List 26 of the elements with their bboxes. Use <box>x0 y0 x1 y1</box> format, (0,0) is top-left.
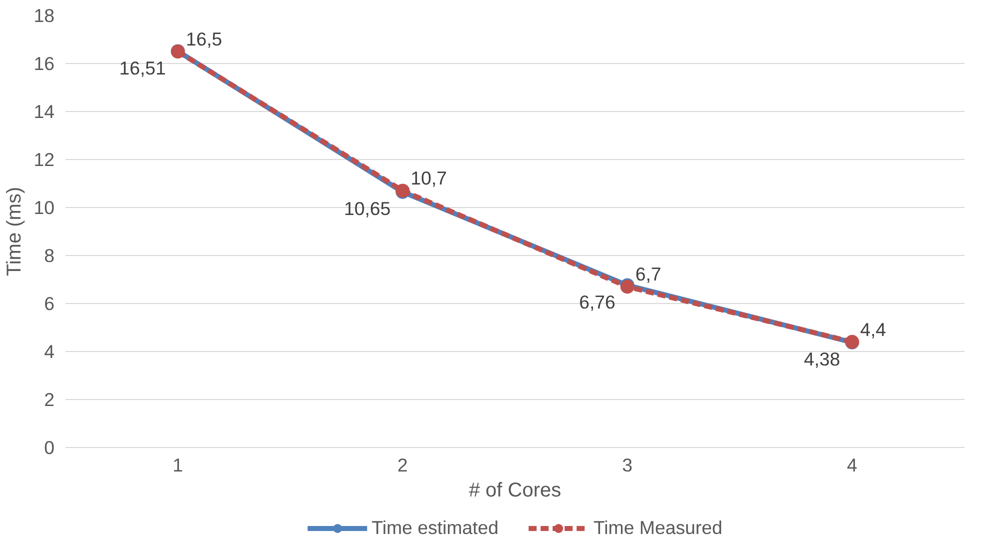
data-label: 16,5 <box>186 28 222 50</box>
data-label: 6,7 <box>635 264 662 285</box>
y-tick-label: 12 <box>34 149 55 170</box>
data-label: 4,4 <box>860 318 886 340</box>
x-tick-label: 1 <box>172 454 184 476</box>
data-label: 4,38 <box>804 348 840 370</box>
y-tick-label: 0 <box>44 437 55 458</box>
data-label: 16,51 <box>119 57 166 78</box>
x-tick-label: 2 <box>397 454 408 476</box>
x-axis-title: # of Cores <box>468 480 562 502</box>
x-tick-label: 4 <box>846 454 858 476</box>
y-axis-title: Time (ms) <box>4 186 26 276</box>
legend-label: Time estimated <box>372 517 498 539</box>
y-tick-label: 2 <box>44 389 55 410</box>
y-tick-label: 8 <box>44 245 55 266</box>
y-tick-label: 4 <box>44 341 55 362</box>
data-label: 6,76 <box>579 291 616 312</box>
x-tick-label: 3 <box>622 454 633 476</box>
y-tick-label: 18 <box>34 5 55 26</box>
y-tick-label: 14 <box>34 101 55 122</box>
y-tick-label: 16 <box>34 53 55 74</box>
legend-label: Time Measured <box>593 517 722 539</box>
y-tick-label: 6 <box>44 293 55 314</box>
data-label: 10,7 <box>410 168 447 189</box>
data-label: 10,65 <box>344 198 391 219</box>
y-tick-label: 10 <box>34 197 55 218</box>
